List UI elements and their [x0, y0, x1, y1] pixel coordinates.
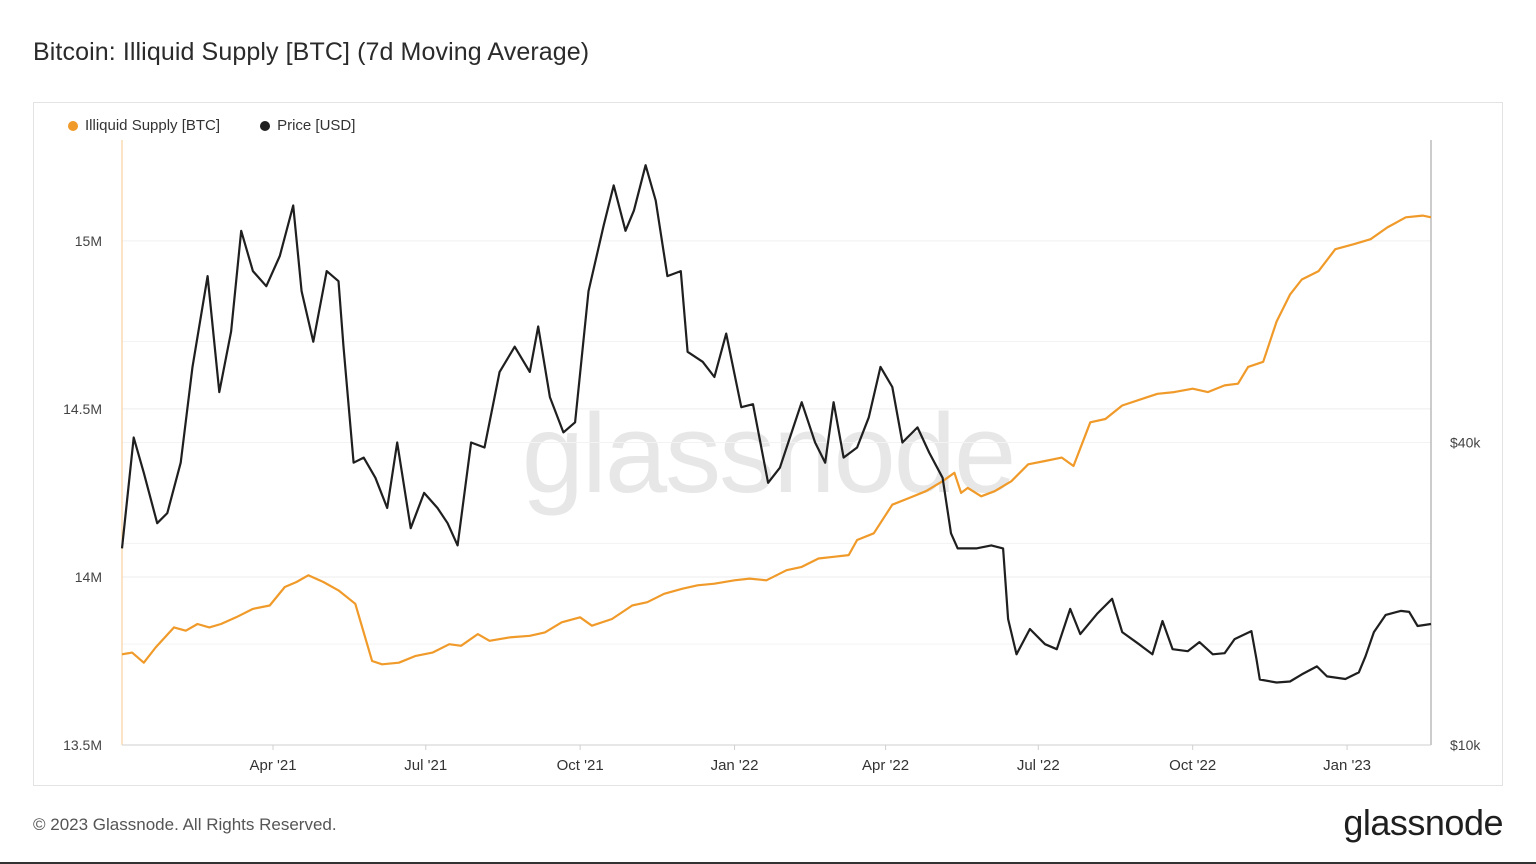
legend-label-illiquid: Illiquid Supply [BTC] — [85, 117, 221, 134]
watermark-text: glassnode — [522, 391, 1015, 516]
legend-item-price[interactable]: Price [USD] — [260, 117, 355, 134]
legend-marker-price — [260, 120, 271, 131]
x-tick-label: Jul '22 — [1017, 757, 1060, 774]
copyright-text: © 2023 Glassnode. All Rights Reserved. — [33, 815, 337, 834]
x-tick-label: Jan '22 — [711, 757, 759, 774]
y-right-tick-label: $40k — [1450, 435, 1481, 451]
legend-marker-illiquid — [68, 120, 78, 131]
legend-item-illiquid-supply[interactable]: Illiquid Supply [BTC] — [68, 117, 220, 134]
y-right-tick-label: $10k — [1450, 737, 1481, 753]
chart-legend: Illiquid Supply [BTC] Price [USD] — [68, 117, 355, 134]
x-tick-label: Apr '22 — [862, 757, 909, 774]
series-line-illiquid-supply — [121, 214, 1432, 666]
y-left-tick-label: 13.5M — [63, 737, 102, 753]
bottom-divider — [0, 862, 1536, 864]
y-left-tick-label: 14M — [75, 569, 102, 585]
x-tick-label: Jul '21 — [404, 757, 447, 774]
x-tick-label: Jan '23 — [1323, 757, 1371, 774]
x-tick-label: Oct '22 — [1169, 757, 1216, 774]
chart-title: Bitcoin: Illiquid Supply [BTC] (7d Movin… — [33, 38, 590, 66]
brand-logo[interactable]: glassnode — [1343, 802, 1503, 843]
series-line-price — [120, 164, 1432, 684]
x-tick-label: Apr '21 — [250, 757, 297, 774]
y-left-tick-label: 14.5M — [63, 401, 102, 417]
x-tick-label: Oct '21 — [557, 757, 604, 774]
legend-label-price: Price [USD] — [277, 117, 356, 134]
y-left-tick-label: 15M — [75, 233, 102, 249]
